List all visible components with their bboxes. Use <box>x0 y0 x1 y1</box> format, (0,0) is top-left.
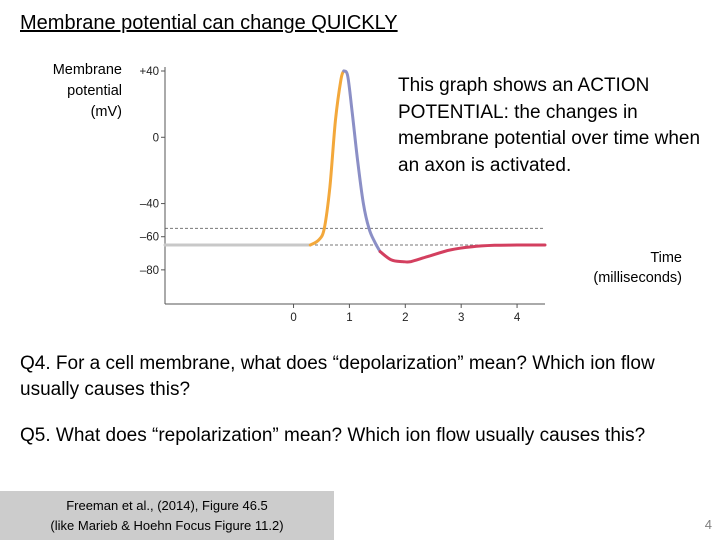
depolarization-segment <box>308 69 346 247</box>
y-tick-label: +40 <box>139 66 159 78</box>
slide-title: Membrane potential can change QUICKLY <box>20 12 398 34</box>
chart-series <box>163 69 547 264</box>
y-tick-label: 0 <box>153 132 159 144</box>
x-axis-label: Time (milliseconds) <box>570 248 682 288</box>
question-q4: Q4. For a cell membrane, what does “depo… <box>20 353 655 400</box>
x-tick-label: 1 <box>346 312 352 324</box>
x-tick-label: 3 <box>458 312 464 324</box>
y-axis-label: Membrane potential (mV) <box>20 60 122 123</box>
x-axis-label-line-1: Time <box>650 250 682 266</box>
question-q5: Q5. What does “repolarization” mean? Whi… <box>20 425 646 446</box>
x-tick-label: 4 <box>514 312 521 324</box>
page-number: 4 <box>704 517 712 532</box>
x-tick-label: 0 <box>290 312 296 324</box>
citation-line-2: (like Marieb & Hoehn Focus Figure 11.2) <box>50 517 284 533</box>
citation-line-1: Freeman et al., (2014), Figure 46.5 <box>66 497 268 513</box>
threshold-reference-lines <box>165 227 545 246</box>
y-axis-label-line-1: Membrane <box>52 62 122 78</box>
repolarization-segment <box>342 69 382 254</box>
x-tick-label: 2 <box>402 312 408 324</box>
y-tick-label: –40 <box>140 199 159 211</box>
chart-axes: +40 0 –40 –60 –80 0 1 2 3 4 <box>139 66 545 324</box>
hyperpolarization-segment <box>378 243 547 264</box>
graph-description: This graph shows an ACTION POTENTIAL: th… <box>398 75 701 176</box>
y-axis-label-line-3: (mV) <box>90 104 122 120</box>
y-tick-label: –80 <box>140 265 159 277</box>
y-tick-label: –60 <box>140 232 159 244</box>
x-axis-label-line-2: (milliseconds) <box>593 270 682 286</box>
y-axis-label-line-2: potential <box>67 83 122 99</box>
citation-box: Freeman et al., (2014), Figure 46.5 (lik… <box>0 491 334 540</box>
